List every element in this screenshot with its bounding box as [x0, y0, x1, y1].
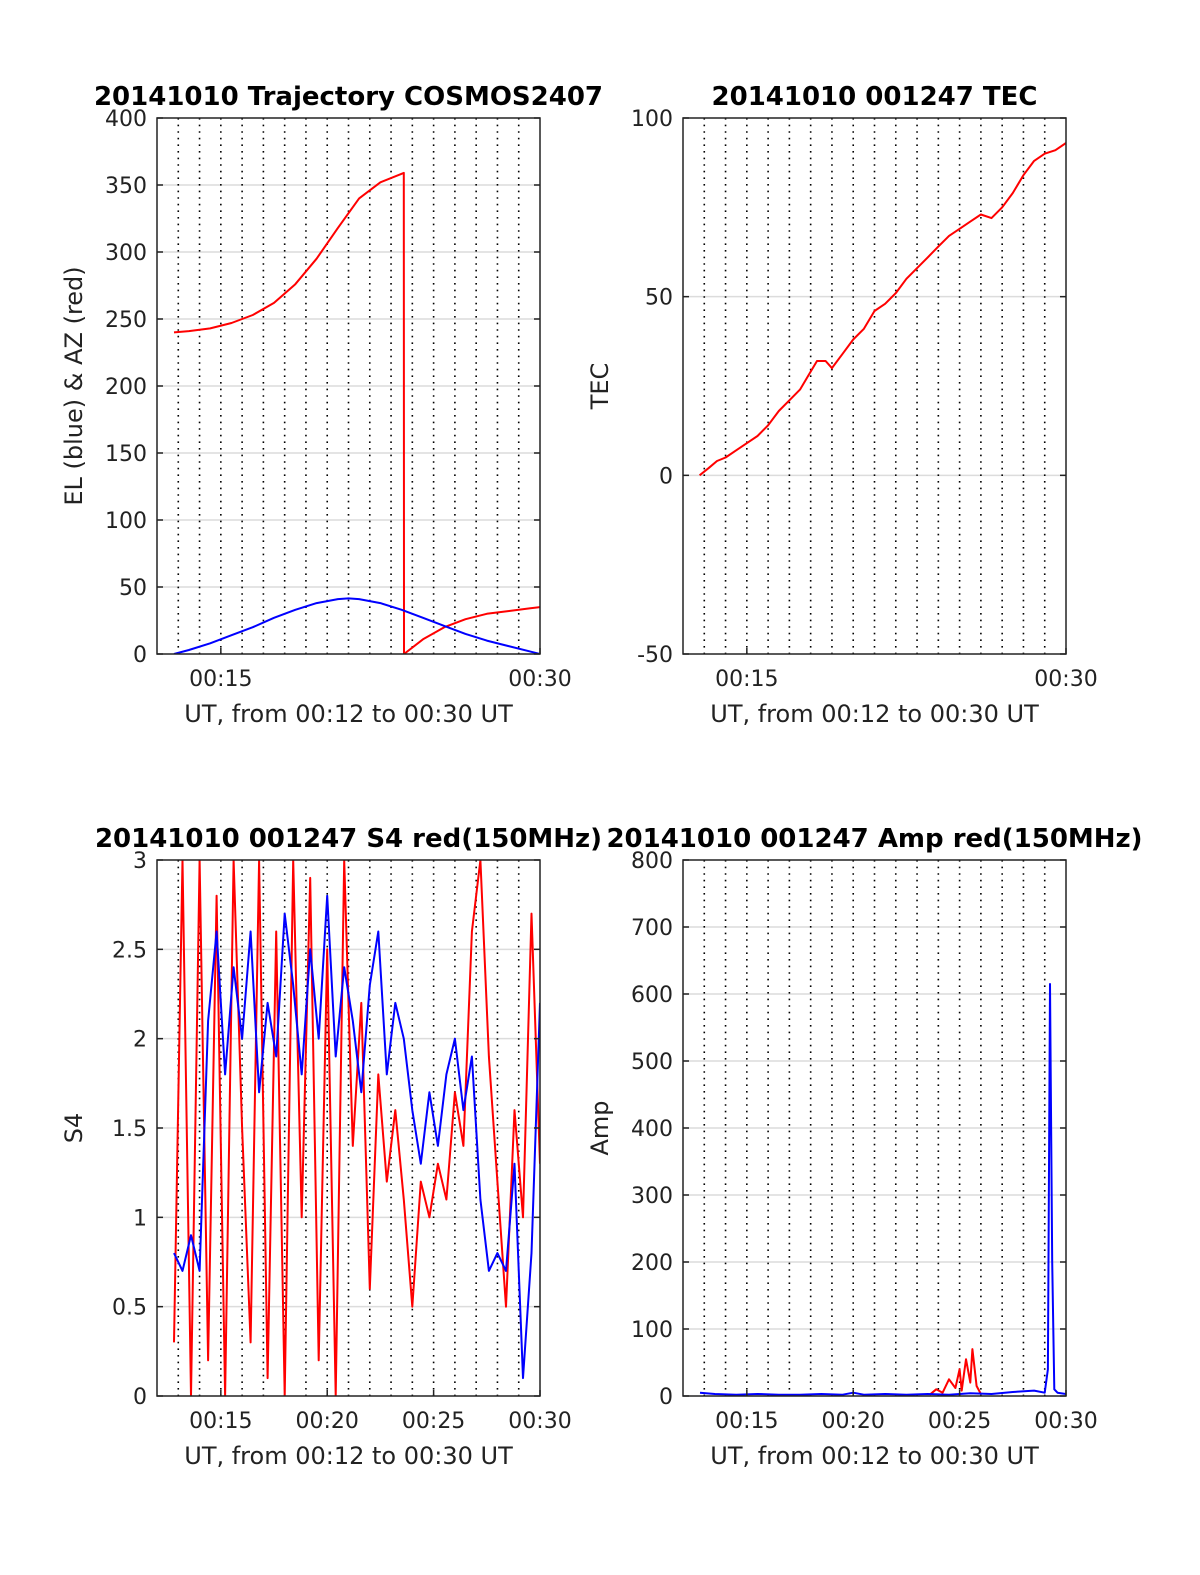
amp-ytick-label: 400 — [631, 1117, 673, 1142]
trajectory-xtick-label: 00:30 — [508, 667, 571, 692]
trajectory-series-1-line — [173, 597, 540, 654]
s4-ytick-label: 3 — [133, 849, 147, 874]
amp-xtick-label: 00:15 — [715, 1409, 778, 1434]
s4-ytick-label: 1.5 — [112, 1117, 147, 1142]
s4-title: 20141010 001247 S4 red(150MHz) — [95, 824, 602, 854]
trajectory-ytick-label: 400 — [105, 107, 147, 132]
tec-plot: -50 0 50 100 00:15 00:30 20141010 001247 TEC UT… — [586, 82, 1098, 728]
tec-x-axis-label: UT, from 00:12 to 00:30 UT — [710, 700, 1039, 728]
s4-ytick-label: 1 — [133, 1206, 147, 1231]
trajectory-ytick-label: 0 — [133, 643, 147, 668]
trajectory-plot: 0 50 100 150 200 250 300 350 400 00:15 00:30 201410… — [60, 82, 603, 728]
tec-y-axis-label: TEC — [586, 363, 614, 411]
trajectory-x-axis-label: UT, from 00:12 to 00:30 UT — [184, 700, 513, 728]
trajectory-ytick-label: 350 — [105, 174, 147, 199]
amp-ytick-label: 100 — [631, 1318, 673, 1343]
tec-ytick-label: -50 — [637, 643, 673, 668]
s4-xtick-label: 00:30 — [508, 1409, 571, 1434]
tec-ytick-label: 0 — [659, 464, 673, 489]
s4-plot: 0 0.5 1 1.5 2 2.5 3 00:15 00:20 00:25 00:30 2014101… — [60, 824, 602, 1470]
amp-y-axis-label: Amp — [586, 1100, 614, 1155]
s4-xtick-label: 00:25 — [402, 1409, 465, 1434]
s4-xtick-label: 00:20 — [296, 1409, 359, 1434]
trajectory-xtick-label: 00:15 — [189, 667, 252, 692]
trajectory-series-0-line — [173, 171, 540, 654]
amp-plot: 0 100 200 300 400 500 600 700 800 00:15 00:20 00:25… — [586, 824, 1143, 1470]
s4-ytick-label: 0.5 — [112, 1296, 147, 1321]
s4-xtick-label: 00:15 — [189, 1409, 252, 1434]
trajectory-ytick-label: 250 — [105, 308, 147, 333]
amp-series-0-line — [929, 1348, 982, 1396]
s4-ytick-label: 2.5 — [112, 938, 147, 963]
trajectory-ytick-label: 50 — [119, 576, 147, 601]
trajectory-y-axis-label: EL (blue) & AZ (red) — [60, 266, 88, 505]
amp-ytick-label: 700 — [631, 916, 673, 941]
s4-series-0-line — [173, 860, 540, 1396]
tec-xtick-label: 00:30 — [1034, 667, 1097, 692]
s4-ytick-label: 2 — [133, 1028, 147, 1053]
trajectory-ytick-label: 200 — [105, 375, 147, 400]
amp-ytick-label: 600 — [631, 983, 673, 1008]
amp-series-1-line — [699, 983, 1066, 1396]
trajectory-ytick-label: 100 — [105, 509, 147, 534]
amp-x-axis-label: UT, from 00:12 to 00:30 UT — [710, 1442, 1039, 1470]
tec-ytick-label: 50 — [645, 286, 673, 311]
tec-xtick-label: 00:15 — [715, 667, 778, 692]
tec-axes-frame — [682, 117, 1067, 655]
tec-ytick-label: 100 — [631, 107, 673, 132]
amp-xtick-label: 00:25 — [928, 1409, 991, 1434]
amp-ytick-label: 500 — [631, 1050, 673, 1075]
amp-title: 20141010 001247 Amp red(150MHz) — [606, 824, 1142, 854]
tec-title: 20141010 001247 TEC — [712, 82, 1038, 112]
amp-xtick-label: 00:30 — [1034, 1409, 1097, 1434]
amp-ytick-label: 300 — [631, 1184, 673, 1209]
s4-series-1-line — [173, 894, 540, 1380]
s4-y-axis-label: S4 — [60, 1113, 88, 1144]
amp-xtick-label: 00:20 — [822, 1409, 885, 1434]
trajectory-title: 20141010 Trajectory COSMOS2407 — [94, 82, 603, 112]
amp-ytick-label: 0 — [659, 1385, 673, 1410]
trajectory-ytick-label: 300 — [105, 241, 147, 266]
tec-series-0-line — [698, 142, 1066, 477]
s4-ytick-label: 0 — [133, 1385, 147, 1410]
amp-ytick-label: 800 — [631, 849, 673, 874]
s4-x-axis-label: UT, from 00:12 to 00:30 UT — [184, 1442, 513, 1470]
trajectory-ytick-label: 150 — [105, 442, 147, 467]
amp-ytick-label: 200 — [631, 1251, 673, 1276]
